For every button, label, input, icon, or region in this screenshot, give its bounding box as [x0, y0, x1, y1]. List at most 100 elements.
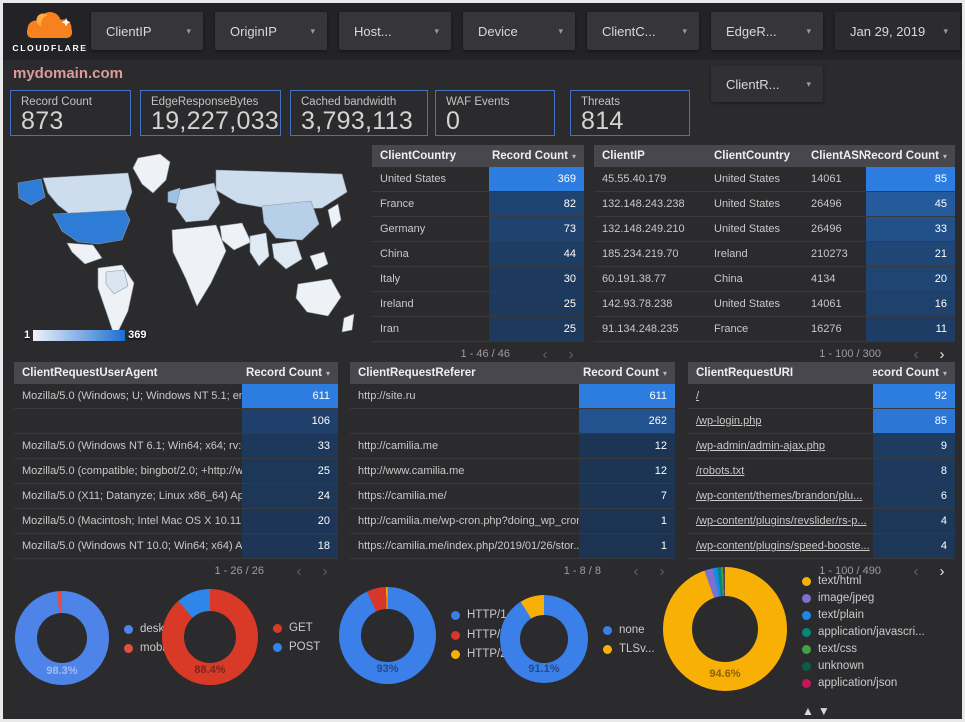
- next-page-icon[interactable]: ›: [659, 562, 665, 580]
- table-pagination: 1 - 46 / 46 ‹ ›: [372, 342, 584, 366]
- table-cell[interactable]: /wp-content/themes/brandon/plu...: [696, 490, 863, 502]
- next-page-icon[interactable]: ›: [939, 345, 945, 363]
- prev-page-icon[interactable]: ‹: [913, 345, 919, 363]
- table-row: 262: [350, 409, 675, 434]
- scorecard-label: Record Count: [21, 96, 92, 108]
- world-map-svg: [17, 153, 355, 339]
- table-cell[interactable]: /wp-content/plugins/speed-booste...: [696, 540, 870, 552]
- http-version-donut-chart[interactable]: 93%: [339, 587, 436, 684]
- column-header[interactable]: Record Count▾: [491, 150, 576, 162]
- column-header[interactable]: ClientASN: [811, 150, 866, 162]
- filter-chip-host[interactable]: Host... ▾: [339, 12, 451, 50]
- table-cell[interactable]: /wp-login.php: [696, 415, 762, 427]
- filter-chip-clientc[interactable]: ClientC... ▾: [587, 12, 699, 50]
- prev-page-icon[interactable]: ‹: [542, 345, 548, 363]
- filter-chip-label: EdgeR...: [726, 23, 777, 39]
- record-count-bar-cell: 20: [866, 267, 955, 291]
- table-cell[interactable]: /wp-admin/admin-ajax.php: [696, 440, 826, 452]
- table-cell: 132.148.243.238: [602, 198, 685, 210]
- table-pagination: 1 - 26 / 26 ‹ ›: [14, 559, 338, 583]
- next-page-icon[interactable]: ›: [322, 562, 328, 580]
- cloudflare-logo: CLOUDFLARE: [9, 8, 91, 56]
- table-cell: 185.234.219.70: [602, 248, 679, 260]
- content-type-donut-chart[interactable]: 94.6%: [663, 567, 787, 691]
- sort-desc-icon[interactable]: ▼: [817, 704, 834, 718]
- chevron-down-icon: ▾: [806, 78, 811, 89]
- sort-desc-icon: ▾: [662, 368, 667, 378]
- table-cell: http://site.ru: [358, 390, 416, 402]
- table-row: /wp-admin/admin-ajax.php 9: [688, 434, 955, 459]
- prev-page-icon[interactable]: ‹: [913, 562, 919, 580]
- legend-item[interactable]: application/javascri...: [802, 626, 925, 638]
- sort-asc-icon[interactable]: ▲: [802, 704, 818, 718]
- chevron-down-icon: ▾: [310, 25, 315, 36]
- device-donut-chart[interactable]: 98.3%: [15, 591, 109, 685]
- column-header[interactable]: ClientRequestReferer: [358, 367, 476, 379]
- legend-sort-arrows[interactable]: ▲▼: [802, 704, 924, 718]
- record-count-bar-cell: 24: [242, 484, 338, 508]
- scorecard-value: 873: [21, 107, 64, 135]
- legend-label: unknown: [818, 660, 865, 672]
- tls-version-donut-chart[interactable]: 91.1%: [500, 595, 588, 683]
- legend-item[interactable]: HTTP/2: [451, 648, 515, 662]
- legend-item[interactable]: text/css: [802, 643, 924, 655]
- legend-item[interactable]: TLSv...: [603, 643, 655, 655]
- legend-item[interactable]: GET: [273, 622, 320, 634]
- legend-item[interactable]: application/json: [802, 677, 924, 689]
- table-cell[interactable]: /wp-content/plugins/revslider/rs-p...: [696, 515, 867, 527]
- table-row: Iran 25: [372, 317, 584, 342]
- table-cell: 16276: [811, 323, 842, 335]
- filter-chip-clientr[interactable]: ClientR... ▾: [711, 66, 823, 102]
- map-legend-max: 369: [128, 329, 147, 341]
- scorecard-record-count: Record Count 873: [10, 90, 131, 136]
- column-header[interactable]: Record Count▾: [873, 367, 947, 379]
- record-count-bar-cell: 9: [873, 434, 955, 458]
- column-header[interactable]: ClientCountry: [714, 150, 791, 162]
- record-count-bar-cell: 1: [579, 509, 675, 533]
- record-count-bar-cell: 85: [873, 409, 955, 433]
- legend-item[interactable]: none: [603, 624, 655, 636]
- filter-chip-jan292019[interactable]: Jan 29, 2019 ▾: [835, 12, 960, 50]
- table-cell: 60.191.38.77: [602, 273, 667, 285]
- next-page-icon[interactable]: ›: [939, 562, 945, 580]
- table-cell[interactable]: /: [696, 390, 700, 402]
- column-header[interactable]: ClientRequestURI: [696, 367, 794, 379]
- column-header[interactable]: Record Count▾: [582, 367, 667, 379]
- legend-item[interactable]: image/jpeg: [802, 592, 924, 604]
- content-type-donut-group: 94.6% text/html image/jpeg text/plain appli…: [663, 567, 925, 718]
- legend-item[interactable]: POST: [273, 641, 320, 653]
- column-header[interactable]: Record Count▾: [866, 150, 947, 162]
- legend-item[interactable]: HTTP/1.1: [451, 609, 516, 623]
- legend-item[interactable]: text/plain: [802, 609, 924, 621]
- prev-page-icon[interactable]: ‹: [633, 562, 639, 580]
- record-count-bar-cell: 1: [579, 534, 675, 558]
- table-cell: 210273: [811, 248, 848, 260]
- table-row: 91.134.248.235 France 16276 11: [594, 317, 955, 342]
- scorecard-label: Threats: [581, 96, 620, 108]
- filter-chip-device[interactable]: Device ▾: [463, 12, 575, 50]
- column-header[interactable]: Record Count▾: [245, 367, 330, 379]
- legend-label: GET: [289, 621, 313, 634]
- table-row: 45.55.40.179 United States 14061 85: [594, 167, 955, 192]
- http-method-donut-chart[interactable]: 88.4%: [162, 589, 258, 685]
- legend-dot-icon: [802, 594, 811, 603]
- column-header[interactable]: ClientRequestUserAgent: [22, 367, 158, 379]
- filter-chip-clientip[interactable]: ClientIP ▾: [91, 12, 203, 50]
- prev-page-icon[interactable]: ‹: [296, 562, 302, 580]
- filter-chip-originip[interactable]: OriginIP ▾: [215, 12, 327, 50]
- scorecard-value: 3,793,113: [301, 107, 414, 135]
- table-row: Mozilla/5.0 (Windows NT 10.0; Win64; x64…: [14, 534, 338, 559]
- request-uri-table: ClientRequestURI Record Count▾ / 92/wp-logi…: [688, 362, 955, 583]
- column-header[interactable]: ClientCountry: [380, 150, 457, 162]
- world-map-chart[interactable]: 1 369: [10, 145, 370, 351]
- next-page-icon[interactable]: ›: [568, 345, 574, 363]
- filter-chip-edger[interactable]: EdgeR... ▾: [711, 12, 823, 50]
- column-header[interactable]: ClientIP: [602, 150, 645, 162]
- table-cell: 142.93.78.238: [602, 298, 673, 310]
- legend-item[interactable]: text/html: [802, 575, 924, 587]
- table-cell: 45.55.40.179: [602, 173, 667, 185]
- table-cell[interactable]: /robots.txt: [696, 465, 745, 477]
- legend-item[interactable]: unknown: [802, 660, 924, 672]
- legend-label: text/html: [818, 575, 862, 587]
- legend-label: HTTP/2: [467, 648, 507, 661]
